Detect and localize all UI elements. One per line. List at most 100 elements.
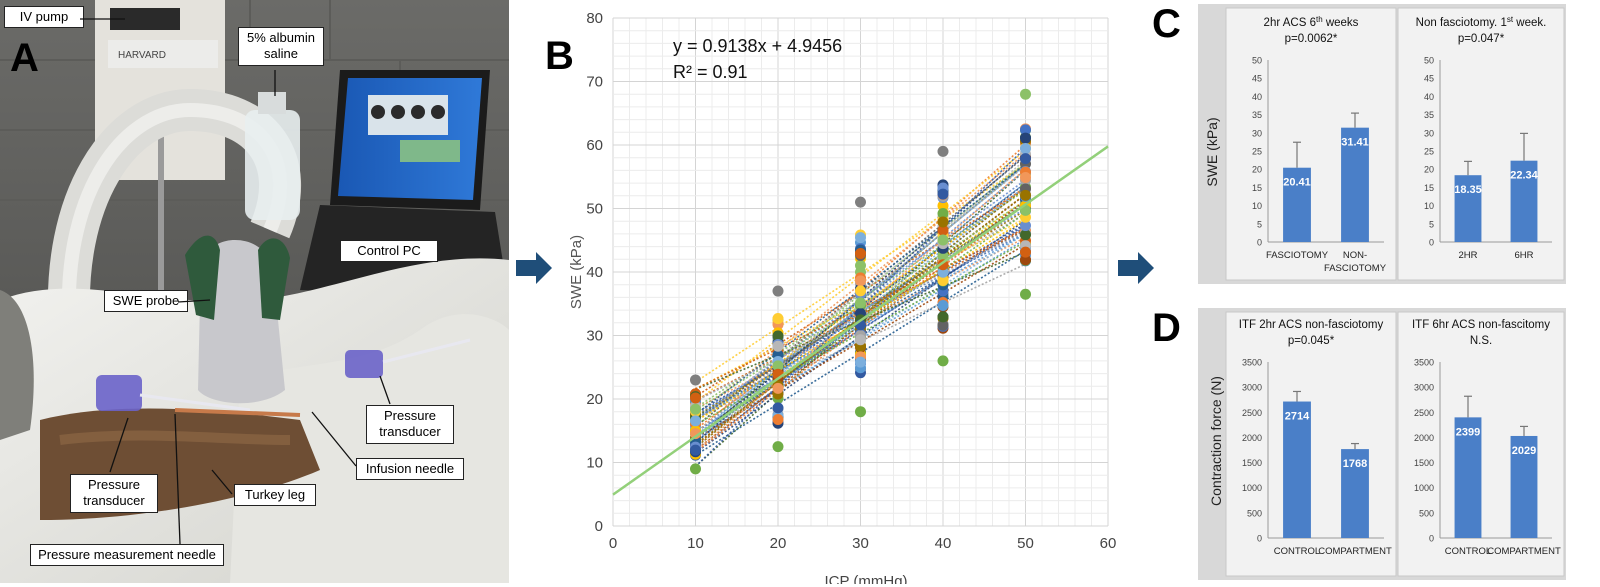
panel-d-svg: ITF 2hr ACS non-fasciotomy p=0.045* 0 500 10…	[1225, 311, 1565, 577]
bar-category-label: CONTROL	[1445, 546, 1491, 557]
arrow-b-to-c-icon	[1118, 252, 1154, 284]
leader-turkey-leg	[211, 469, 233, 495]
bar-value-label: 2714	[1285, 411, 1310, 423]
bar-value-label: 2029	[1512, 445, 1536, 457]
scatter-point	[855, 232, 866, 244]
series-trend-line	[695, 182, 1026, 437]
panel-letter-a: A	[10, 36, 39, 80]
bar-y-tick-label: 45	[1424, 74, 1434, 84]
bar-chart-title-line1: 2hr ACS 6th weeks	[1264, 15, 1359, 30]
bar-chart-title-line1: Non fasciotomy. 1st week.	[1416, 15, 1547, 30]
bar-y-tick-label: 1500	[1242, 458, 1262, 468]
bar-y-tick-label: 30	[1252, 128, 1262, 138]
panel-letter-c: C	[1152, 2, 1181, 46]
scatter-point	[1020, 124, 1031, 136]
scatter-trendline	[612, 145, 1109, 496]
scatter-point	[1020, 288, 1031, 300]
scatter-point	[937, 311, 949, 323]
bar-value-label: 31.41	[1341, 137, 1369, 149]
bar-chart-title-line2: p=0.047*	[1458, 33, 1505, 45]
bar-y-tick-label: 3500	[1414, 358, 1434, 368]
scatter-point	[772, 441, 784, 453]
leader-pressure-transducer-right	[379, 375, 391, 405]
label-pressure-transducer-right: Pressure transducer	[366, 405, 454, 444]
bar-y-tick-label: 15	[1424, 183, 1434, 193]
bar-y-tick-label: 40	[1424, 92, 1434, 102]
scatter-point	[855, 259, 866, 271]
bar-y-tick-label: 3500	[1242, 358, 1262, 368]
scatter-point	[937, 224, 949, 236]
bar	[1454, 175, 1482, 242]
bar-category-label: 2HR	[1458, 250, 1477, 261]
bar	[1510, 160, 1538, 242]
bar-category-label: COMPARTMENT	[1487, 546, 1561, 557]
scatter-point	[690, 444, 701, 456]
bar-y-tick-label: 45	[1252, 74, 1262, 84]
scatter-point	[772, 360, 784, 372]
scatter-point	[937, 234, 949, 246]
scatter-point	[855, 275, 866, 287]
bar-value-label: 20.41	[1283, 177, 1311, 189]
scatter-point	[1020, 220, 1031, 232]
scatter-point	[937, 355, 949, 367]
scatter-point	[1020, 189, 1031, 201]
bar-chart-title-line1: ITF 2hr ACS non-fasciotomy	[1239, 319, 1384, 331]
leader-infusion-needle	[311, 411, 357, 467]
series-trend-line	[695, 232, 1026, 442]
bar-y-tick-label: 30	[1424, 128, 1434, 138]
series-trend-line	[694, 169, 1027, 444]
overall-regression-line	[612, 145, 1109, 496]
y-tick-label: 10	[586, 455, 603, 472]
scatter-point	[1020, 88, 1031, 100]
bar-y-tick-label: 50	[1424, 56, 1434, 66]
bar-value-label: 2399	[1456, 426, 1480, 438]
scatter-point	[855, 334, 866, 346]
bar-category-label: 6HR	[1514, 250, 1533, 261]
scatter-point	[1020, 143, 1031, 155]
scatter-point	[937, 188, 949, 200]
scatter-point	[937, 319, 949, 331]
scatter-point	[937, 200, 949, 212]
bar-y-tick-label: 1500	[1414, 458, 1434, 468]
bar-y-tick-label: 3000	[1414, 383, 1434, 393]
panel-c-svg: 2hr ACS 6th weeks p=0.0062* 0 5 10 15 20 25 30 35…	[1225, 7, 1565, 281]
y-tick-label: 50	[586, 201, 603, 218]
scatter-point	[1020, 254, 1031, 266]
scatter-point	[772, 340, 784, 352]
bar-value-label: 18.35	[1454, 184, 1482, 196]
bar-y-tick-label: 5	[1429, 219, 1434, 229]
scatter-point	[855, 297, 866, 309]
bar-category-label: CONTROL	[1274, 546, 1320, 557]
bar	[1283, 167, 1311, 242]
scatter-point	[772, 313, 784, 325]
scatter-point	[1020, 246, 1031, 258]
bar-y-tick-label: 25	[1252, 147, 1262, 157]
series-trend-line	[695, 212, 1026, 439]
scatter-point	[772, 402, 784, 414]
scatter-point	[772, 382, 784, 394]
bar-y-tick-label: 25	[1424, 147, 1434, 157]
scatter-point	[690, 392, 701, 404]
bar-y-tick-label: 20	[1424, 165, 1434, 175]
scatter-point	[855, 196, 866, 208]
y-tick-label: 40	[586, 264, 603, 281]
label-pressure-transducer-left: Pressure transducer	[70, 474, 158, 513]
y-tick-label: 60	[586, 137, 603, 154]
panel-d-bar-charts: Contraction force (N) ITF 2hr ACS non-fa…	[1198, 308, 1566, 580]
bar-chart-title-line1: ITF 6hr ACS non-fascitomy	[1412, 319, 1550, 331]
scatter-point	[1020, 132, 1031, 144]
bar-y-tick-label: 3000	[1242, 383, 1262, 393]
scatter-point	[937, 145, 949, 157]
scatter-point	[772, 330, 784, 342]
scatter-point	[937, 208, 949, 220]
scatter-point	[1020, 172, 1031, 184]
label-pressure-measurement-needle: Pressure measurement needle	[30, 544, 224, 567]
bar	[1454, 417, 1482, 538]
bar-y-tick-label: 2500	[1414, 408, 1434, 418]
panel-letter-d: D	[1152, 306, 1181, 350]
series-trend-line	[695, 263, 1026, 420]
series-trend-line	[695, 182, 1026, 434]
bar	[1341, 449, 1369, 538]
label-albumin-saline: 5% albumin saline	[238, 27, 324, 66]
series-trend-line	[695, 224, 1026, 436]
